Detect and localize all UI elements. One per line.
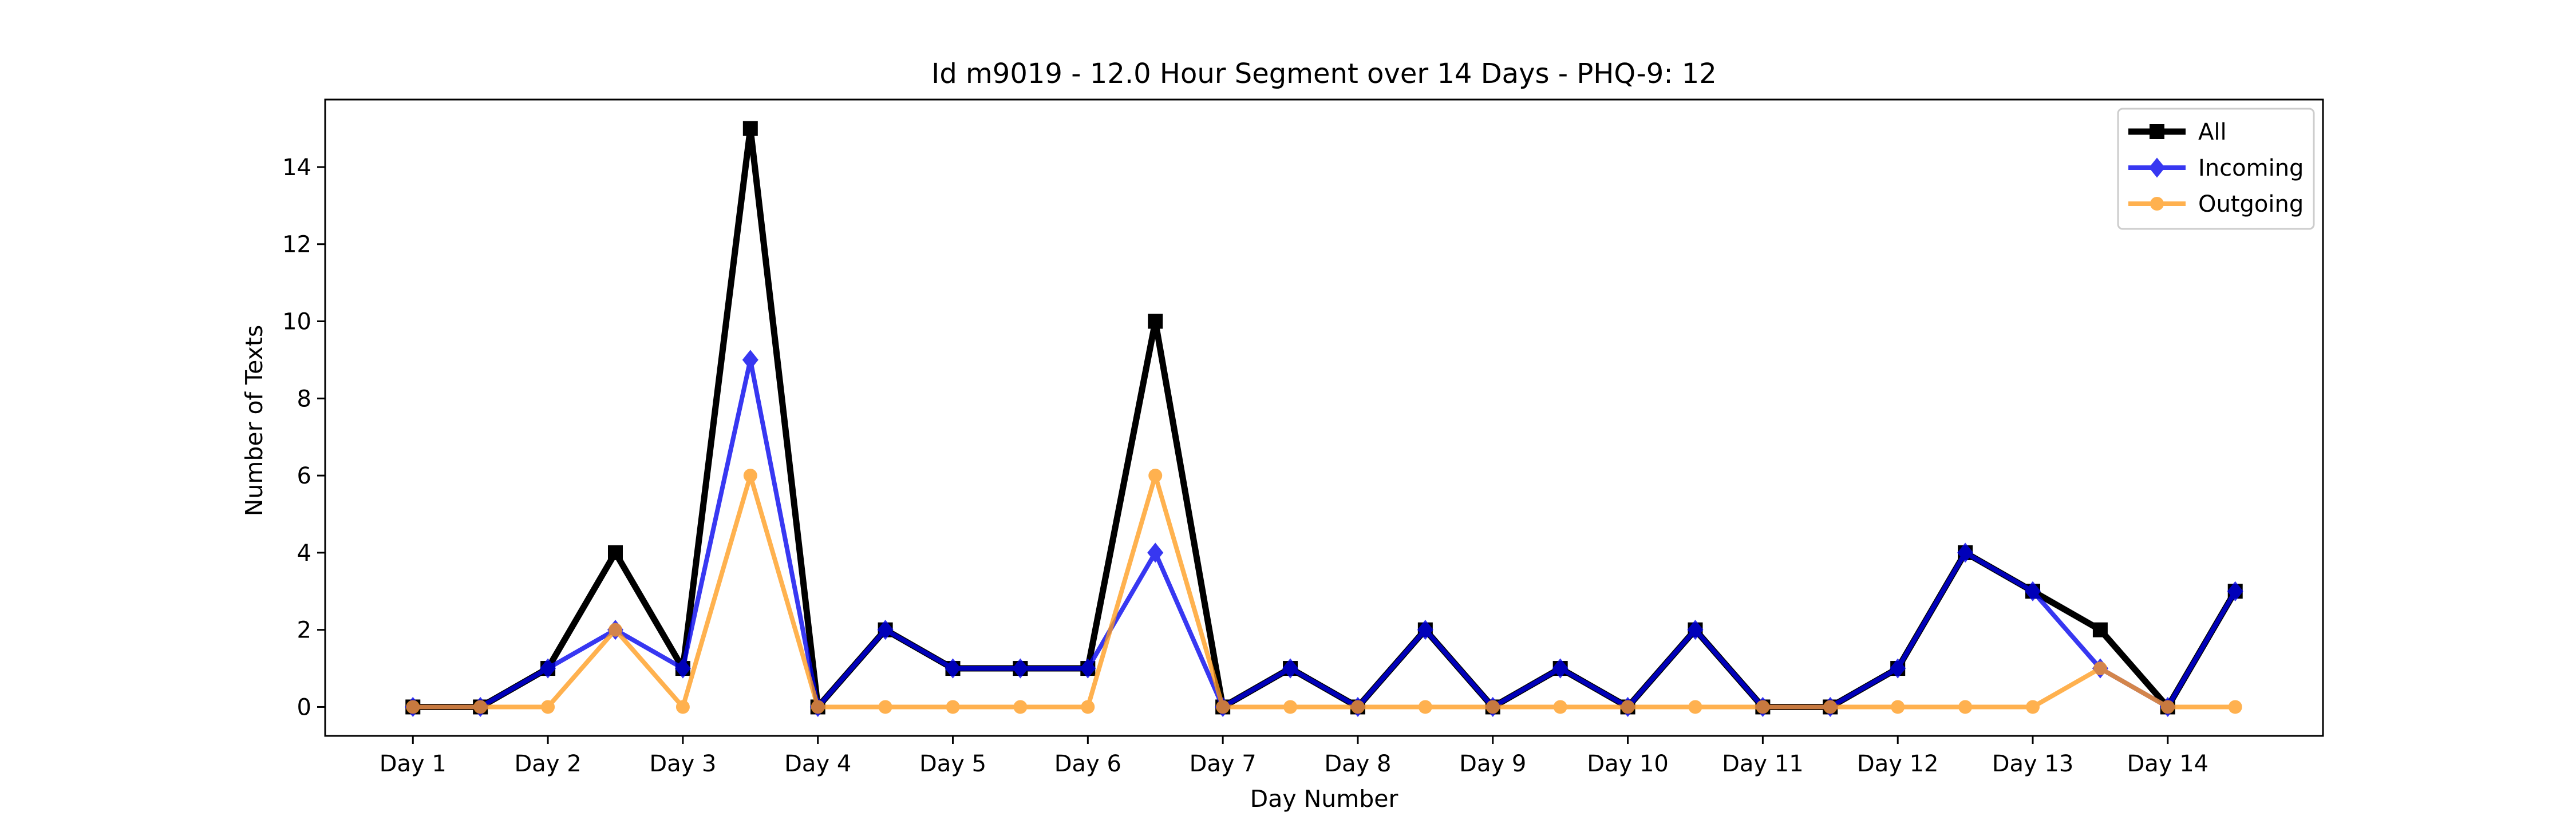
data-point-outgoing [1283,700,1298,714]
legend-marker [2150,197,2164,211]
y-axis-label: Number of Texts [240,325,268,517]
data-point-outgoing [1688,700,1702,714]
data-point-outgoing [406,700,420,714]
y-tick-label: 12 [282,232,311,258]
data-point-outgoing [1553,700,1567,714]
y-axis: 0 2 4 6 8 10 12 14 [282,154,325,720]
data-point-incoming [877,620,894,640]
x-tick-label: Day 8 [1324,751,1391,777]
y-tick-label: 2 [297,617,311,644]
plot-frame [324,98,2324,737]
x-tick-label: Day 2 [515,751,582,777]
x-tick-label: Day 9 [1459,751,1526,777]
data-point-outgoing [1081,700,1095,714]
x-tick-label: Day 11 [1722,751,1804,777]
data-point-incoming [2024,581,2041,601]
series-line-all [409,125,2239,710]
y-tick-label: 14 [282,154,311,181]
data-point-incoming [1147,542,1164,563]
series-outgoing [406,469,2242,714]
y-tick-label: 0 [297,694,311,720]
data-point-outgoing [2160,700,2175,714]
legend-entry-all [2128,124,2186,139]
data-point-outgoing [1485,700,1500,714]
x-tick-label: Day 4 [784,751,851,777]
data-point-incoming [1282,658,1299,679]
legend-label: Outgoing [2198,191,2304,217]
x-axis-label: Day Number [1250,785,1398,813]
x-tick-label: Day 13 [1992,751,2074,777]
x-tick-label: Day 14 [2127,751,2209,777]
data-point-incoming [1080,658,1096,679]
data-point-outgoing [2026,700,2040,714]
y-tick-label: 10 [282,309,311,335]
x-tick-label: Day 3 [649,751,716,777]
data-point-outgoing [1350,700,1365,714]
data-point-outgoing [946,700,960,714]
data-point-incoming [2227,581,2243,601]
x-tick-label: Day 7 [1190,751,1257,777]
data-point-incoming [1687,620,1704,640]
legend-marker [2148,157,2166,178]
data-point-outgoing [608,623,622,637]
data-point-outgoing [473,700,488,714]
data-point-outgoing [675,700,690,714]
data-point-incoming [1012,658,1029,679]
data-point-incoming [1957,542,1974,563]
data-point-outgoing [1823,700,1838,714]
data-point-outgoing [1013,700,1028,714]
legend-entry-incoming [2128,157,2186,178]
data-point-incoming [1890,658,1906,679]
series-layer [405,121,2243,718]
legend: All Incoming Outgoing [2117,108,2315,230]
legend-marker [2150,124,2164,139]
data-point-incoming [1552,658,1568,679]
series-incoming [405,350,2243,718]
data-point-outgoing [2228,700,2242,714]
data-point-outgoing [811,700,825,714]
legend-frame [2117,108,2315,230]
x-tick-label: Day 1 [380,751,447,777]
legend-entry-outgoing [2128,197,2186,211]
series-line-incoming [410,357,2238,710]
data-point-outgoing [541,700,555,714]
data-point-all [1148,314,1163,329]
data-point-outgoing [743,469,757,483]
data-point-outgoing [1891,700,1905,714]
legend-label: All [2198,119,2227,145]
data-point-all [607,545,623,560]
series-line-outgoing [410,473,2238,710]
data-point-incoming [540,658,556,679]
data-point-incoming [1417,620,1433,640]
data-point-outgoing [1418,700,1432,714]
x-tick-label: Day 5 [919,751,986,777]
chart-title: Id m9019 - 12.0 Hour Segment over 14 Day… [931,58,1717,90]
data-point-outgoing [1148,469,1163,483]
data-point-all [742,121,758,136]
data-point-all [2092,622,2108,637]
data-point-incoming [674,658,691,679]
y-tick-label: 8 [297,386,311,412]
data-point-outgoing [2093,661,2107,676]
data-point-outgoing [1756,700,1770,714]
x-axis: Day 1 Day 2 Day 3 Day 4 Day 5 Day 6 Day 7 Day 8… [380,736,2208,777]
y-tick-label: 4 [297,540,311,566]
series-all [405,121,2243,715]
x-tick-label: Day 10 [1587,751,1669,777]
data-point-outgoing [878,700,892,714]
data-point-outgoing [1958,700,1973,714]
legend-label: Incoming [2198,155,2304,181]
data-point-incoming [742,350,758,370]
y-tick-label: 6 [297,463,311,489]
data-point-outgoing [1621,700,1635,714]
data-point-incoming [945,658,961,679]
x-tick-label: Day 6 [1054,751,1121,777]
x-tick-label: Day 12 [1857,751,1939,777]
data-point-outgoing [1216,700,1230,714]
